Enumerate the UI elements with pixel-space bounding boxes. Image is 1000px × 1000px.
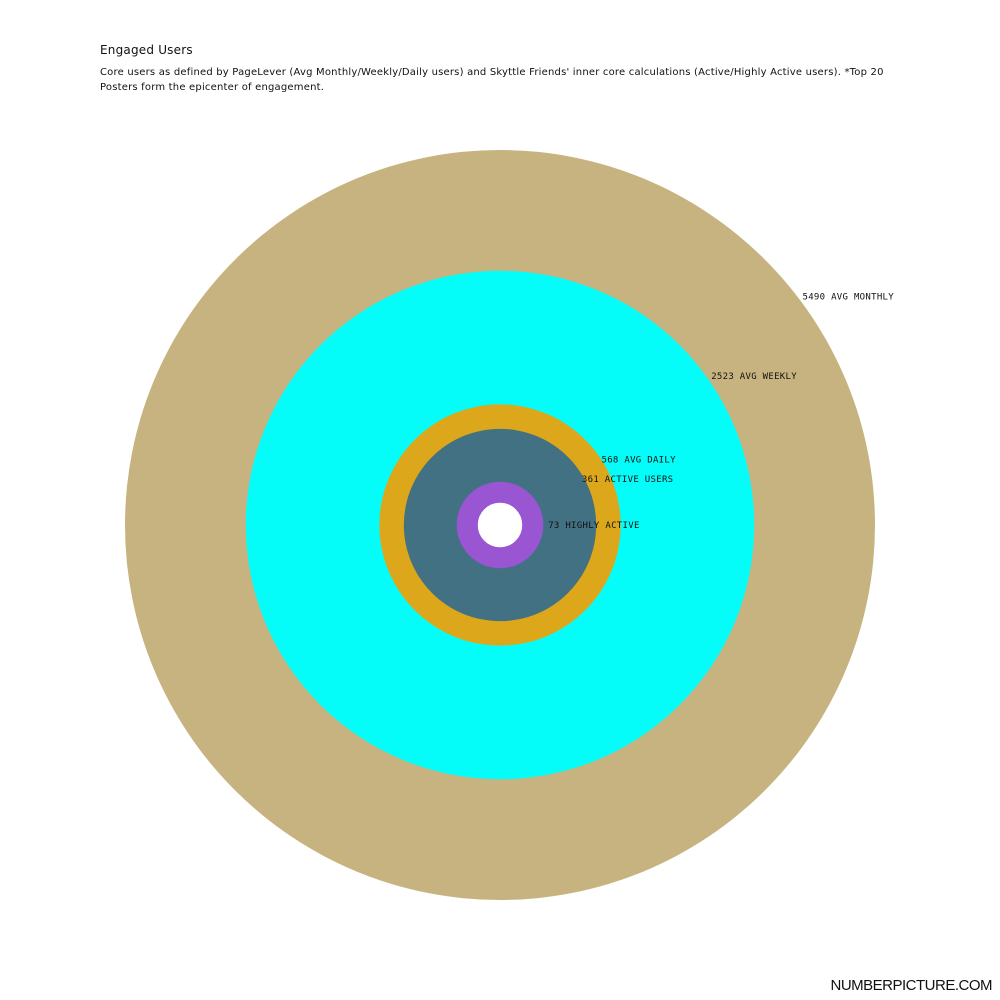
circle-top-20-posters xyxy=(476,501,524,549)
label-group: 5490 AVG MONTHLY 2523 AVG WEEKLY 568 AVG D… xyxy=(548,292,894,531)
label-active-users: 361 ACTIVE USERS xyxy=(582,475,674,485)
brand-logo[interactable]: NUMBERPICTURE.COM xyxy=(830,977,992,994)
label-avg-daily: 568 AVG DAILY xyxy=(602,456,677,466)
label-avg-monthly: 5490 AVG MONTHLY xyxy=(803,292,895,302)
circle-group xyxy=(125,150,875,900)
label-avg-weekly: 2523 AVG WEEKLY xyxy=(711,372,797,382)
chart-header: Engaged Users Core users as defined by P… xyxy=(100,43,890,95)
chart-title: Engaged Users xyxy=(100,43,193,57)
label-highly-active: 73 HIGHLY ACTIVE xyxy=(548,521,640,531)
chart-subtitle: Core users as defined by PageLever (Avg … xyxy=(100,67,884,93)
